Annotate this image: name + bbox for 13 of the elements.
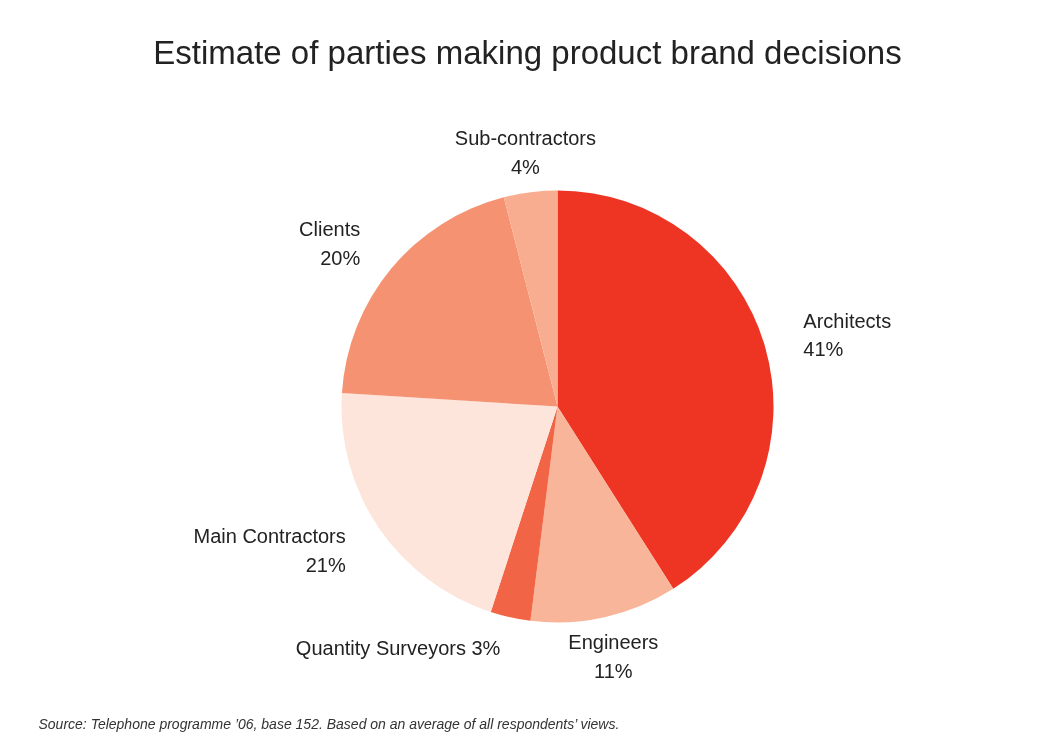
data-label: 21% [305,553,346,576]
data-label: 4% [510,155,541,178]
slice-label: Quantity Surveyors 3% [295,636,501,659]
data-label: 11% [594,659,633,682]
data-label: 20% [320,246,361,269]
slice-label: Main Contractors [193,525,346,548]
slice-label: Engineers [568,631,659,654]
source-note: Source: Telephone programme ’06, base 152. Based on an average of all respondents’ views. [38,715,620,732]
data-label: 41% [803,338,844,361]
chart-title: Estimate of parties making product brand decisions [153,33,902,71]
slice-label: Sub-contractors [454,127,596,150]
slice-label: Clients [299,218,361,241]
slice-label: Architects [803,309,892,332]
